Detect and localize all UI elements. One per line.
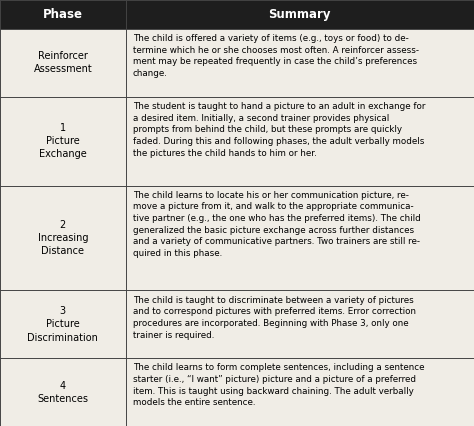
Bar bbox=[0, 29, 474, 97]
Text: Phase: Phase bbox=[43, 8, 83, 21]
Bar bbox=[0, 358, 474, 426]
Bar bbox=[0, 291, 474, 358]
Text: Summary: Summary bbox=[269, 8, 331, 21]
Text: Reinforcer
Assessment: Reinforcer Assessment bbox=[34, 51, 92, 75]
Text: 2
Increasing
Distance: 2 Increasing Distance bbox=[37, 220, 88, 256]
Text: The child is taught to discriminate between a variety of pictures
and to corresp: The child is taught to discriminate betw… bbox=[133, 296, 416, 340]
Bar bbox=[0, 0, 474, 29]
Text: 4
Sentences: 4 Sentences bbox=[37, 380, 88, 404]
Text: 3
Picture
Discrimination: 3 Picture Discrimination bbox=[27, 306, 98, 343]
Text: 1
Picture
Exchange: 1 Picture Exchange bbox=[39, 123, 87, 159]
Text: The child learns to locate his or her communication picture, re-
move a picture : The child learns to locate his or her co… bbox=[133, 190, 420, 258]
Text: The child learns to form complete sentences, including a sentence
starter (i.e.,: The child learns to form complete senten… bbox=[133, 363, 424, 407]
Bar bbox=[0, 185, 474, 291]
Bar bbox=[0, 97, 474, 185]
Text: The child is offered a variety of items (e.g., toys or food) to de-
termine whic: The child is offered a variety of items … bbox=[133, 34, 419, 78]
Text: The student is taught to hand a picture to an adult in exchange for
a desired it: The student is taught to hand a picture … bbox=[133, 102, 425, 158]
